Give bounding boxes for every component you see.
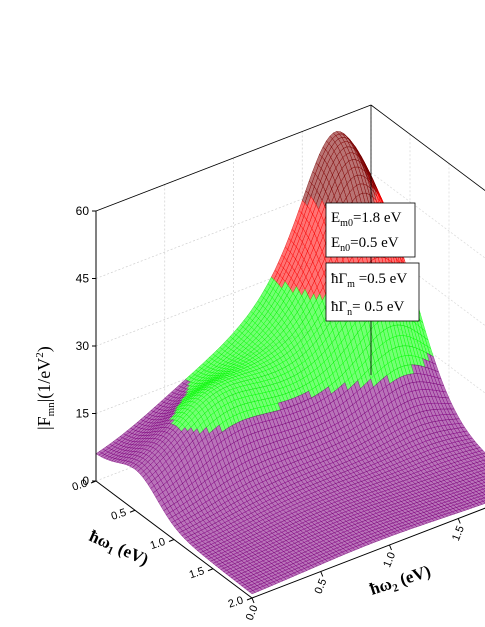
z-axis-label: |Fmn|(1/eV2) [34, 346, 57, 430]
y-tick-mark [320, 571, 324, 577]
z-tick-label: 15 [76, 407, 90, 421]
x-axis-label: ħω1 (eV) [85, 526, 151, 572]
y-tick-label: 0.5 [313, 577, 330, 596]
x-tick-mark [207, 568, 214, 572]
x-tick-mark [246, 597, 253, 601]
annotation-linewidths: ħΓm =0.5 eV ħΓn= 0.5 eV [325, 262, 420, 322]
y-tick-mark [251, 597, 255, 604]
z-tick-label: 45 [76, 272, 90, 286]
y-tick-label: 1.5 [450, 524, 467, 543]
z-tick-label: 30 [76, 339, 90, 353]
y-tick-mark [457, 518, 461, 524]
x-tick-label: 1.5 [188, 565, 206, 581]
y-tick-label: 0.0 [244, 604, 261, 623]
grid-line [370, 172, 485, 259]
z-tick-label: 60 [76, 204, 90, 218]
y-tick-mark [389, 544, 392, 551]
y-axis-label: ħω2 (eV) [367, 561, 434, 601]
annotation-energies: Em0=1.8 eV En0=0.5 eV [325, 202, 416, 258]
x-tick-label: 2.0 [227, 594, 245, 610]
x-tick-mark [168, 539, 175, 542]
y-tick-label: 1.0 [381, 551, 398, 570]
x-tick-mark [129, 509, 136, 513]
x-tick-label: 0.5 [110, 507, 128, 523]
x-tick-label: 1.0 [149, 536, 167, 552]
